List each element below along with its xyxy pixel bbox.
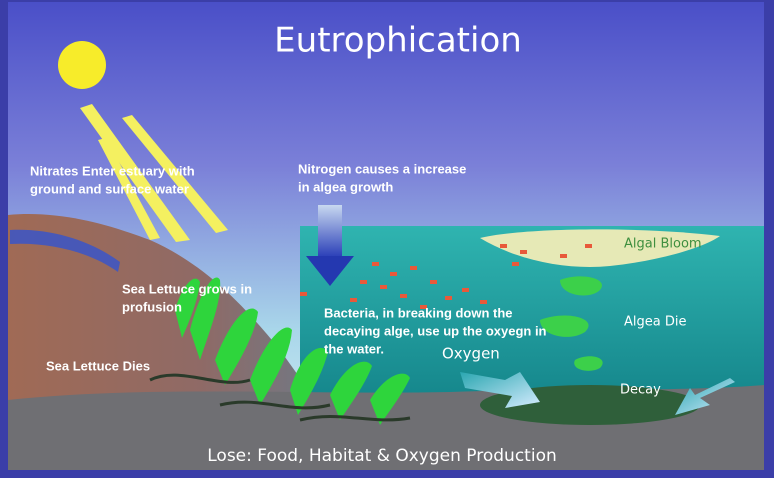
label: Sea Lettuce Dies bbox=[46, 358, 150, 373]
page: {"diagram": { "title": "Eutrophication",… bbox=[0, 0, 774, 478]
footer: Lose: Food, Habitat & Oxygen Production bbox=[207, 446, 557, 466]
label: Nitrogen causes a increase bbox=[298, 161, 466, 176]
label: decaying alge, use up the oxyegn in bbox=[324, 323, 547, 338]
label: in algea growth bbox=[298, 179, 393, 194]
nitrogen-arrow bbox=[318, 205, 342, 257]
label: Nitrates Enter estuary with bbox=[30, 163, 195, 178]
label: Oxygen bbox=[442, 345, 500, 363]
label: Bacteria, in breaking down the bbox=[324, 305, 513, 320]
label: Algal Bloom bbox=[624, 237, 702, 252]
label: the water. bbox=[324, 341, 384, 356]
diagram: Eutrophication Nitrates Enter estuary wi… bbox=[0, 0, 774, 478]
label: ground and surface water bbox=[30, 181, 189, 196]
sun bbox=[58, 41, 106, 89]
label: Algea Die bbox=[624, 315, 686, 330]
title: Eutrophication bbox=[274, 21, 522, 61]
label: Sea Lettuce grows in bbox=[122, 281, 252, 296]
label: Decay bbox=[620, 383, 661, 398]
label: profusion bbox=[122, 299, 182, 314]
